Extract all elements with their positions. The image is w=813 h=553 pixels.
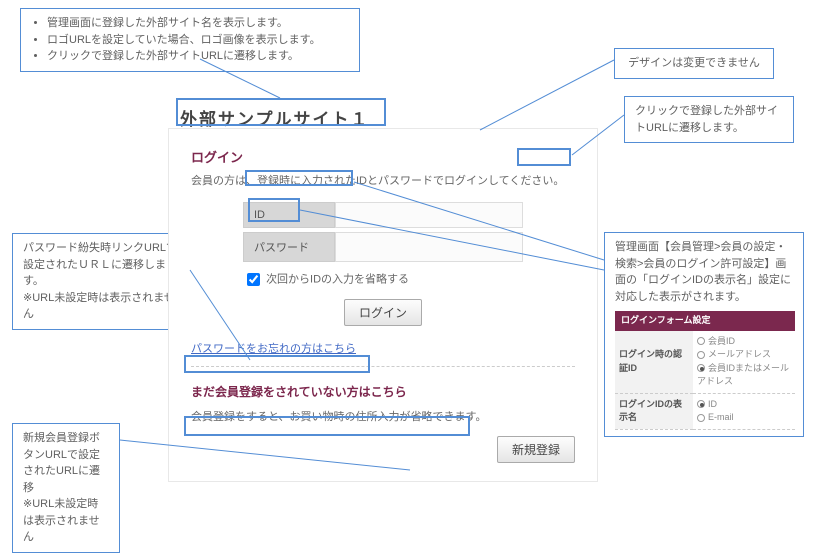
login-desc-id: 登録時に入力されたID: [257, 175, 367, 187]
register-block: まだ会員登録をされていない方はこちら 会員登録をすると、お買い物時の住所入力が省…: [169, 367, 597, 481]
callout-text: ※URL未設定時は表示されません: [23, 496, 109, 546]
admin-table: ログインフォーム設定 ログイン時の認証ID 会員ID メールアドレス 会員IDま…: [615, 311, 795, 430]
register-desc: 会員登録をすると、お買い物時の住所入力が省略できます。: [191, 408, 575, 424]
callout-text: パスワード紛失時リンクURLで設定されたＵＲＬに遷移します。: [23, 240, 179, 290]
callout-siteinfo-list: 管理画面に登録した外部サイト名を表示します。 ロゴURLを設定していた場合、ロゴ…: [31, 15, 349, 65]
id-label: ID: [243, 202, 335, 228]
admin-row-label: ログインIDの表示名: [615, 393, 693, 429]
callout-forgot-link: パスワード紛失時リンクURLで設定されたＵＲＬに遷移します。 ※URL未設定時は…: [12, 233, 190, 330]
register-button[interactable]: 新規登録: [497, 436, 575, 463]
callout-siteinfo: 管理画面に登録した外部サイト名を表示します。 ロゴURLを設定していた場合、ロゴ…: [20, 8, 360, 72]
site-title[interactable]: 外部サンプルサイト１: [180, 105, 370, 130]
id-row: ID: [243, 202, 523, 228]
pw-input[interactable]: [335, 232, 523, 262]
callout-register-btn: 新規会員登録ボタンURLで設定されたURLに遷移 ※URL未設定時は表示されませ…: [12, 423, 120, 553]
callout-design-fixed: デザインは変更できません: [614, 48, 774, 79]
remember-row: 次回からIDの入力を省略する: [243, 270, 523, 289]
forgot-link[interactable]: パスワードをお忘れの方はこちら: [191, 343, 356, 355]
login-block: ログイン 会員の方は、登録時に入力されたIDとパスワードでログインしてください。…: [169, 129, 597, 366]
callout-item: ロゴURLを設定していた場合、ロゴ画像を表示します。: [47, 32, 349, 49]
admin-row-val: 会員ID メールアドレス 会員IDまたはメールアドレス: [693, 331, 795, 394]
callout-text: デザインは変更できません: [628, 57, 760, 69]
callout-item: 管理画面に登録した外部サイト名を表示します。: [47, 15, 349, 32]
callout-text: 新規会員登録ボタンURLで設定されたURLに遷移: [23, 430, 109, 496]
pw-row: パスワード: [243, 232, 523, 262]
callout-text: ※URL未設定時は表示されません: [23, 290, 179, 323]
admin-row-label: ログイン時の認証ID: [615, 331, 693, 394]
remember-label: 次回からIDの入力を省略する: [266, 273, 409, 285]
admin-row-val: ID E-mail: [693, 393, 795, 429]
callout-home-link: クリックで登録した外部サイトURLに遷移します。: [624, 96, 794, 143]
login-button[interactable]: ログイン: [344, 299, 422, 326]
callout-admin-setting: 管理画面【会員管理>会員の設定・検索>会員のログイン許可設定】画面の「ログインI…: [604, 232, 804, 437]
id-input[interactable]: [335, 202, 523, 228]
pw-label: パスワード: [243, 232, 335, 262]
remember-checkbox[interactable]: [247, 273, 260, 286]
admin-table-header: ログインフォーム設定: [615, 311, 795, 331]
login-heading: ログイン: [191, 147, 575, 166]
login-desc: 会員の方は、登録時に入力されたIDとパスワードでログインしてください。: [191, 172, 575, 188]
callout-item: クリックで登録した外部サイトURLに遷移します。: [47, 48, 349, 65]
callout-text: 管理画面【会員管理>会員の設定・検索>会員のログイン許可設定】画面の「ログインI…: [615, 239, 793, 305]
callout-text: クリックで登録した外部サイトURLに遷移します。: [635, 105, 778, 134]
login-panel: ログイン 会員の方は、登録時に入力されたIDとパスワードでログインしてください。…: [168, 128, 598, 482]
register-heading: まだ会員登録をされていない方はこちら: [191, 383, 575, 400]
